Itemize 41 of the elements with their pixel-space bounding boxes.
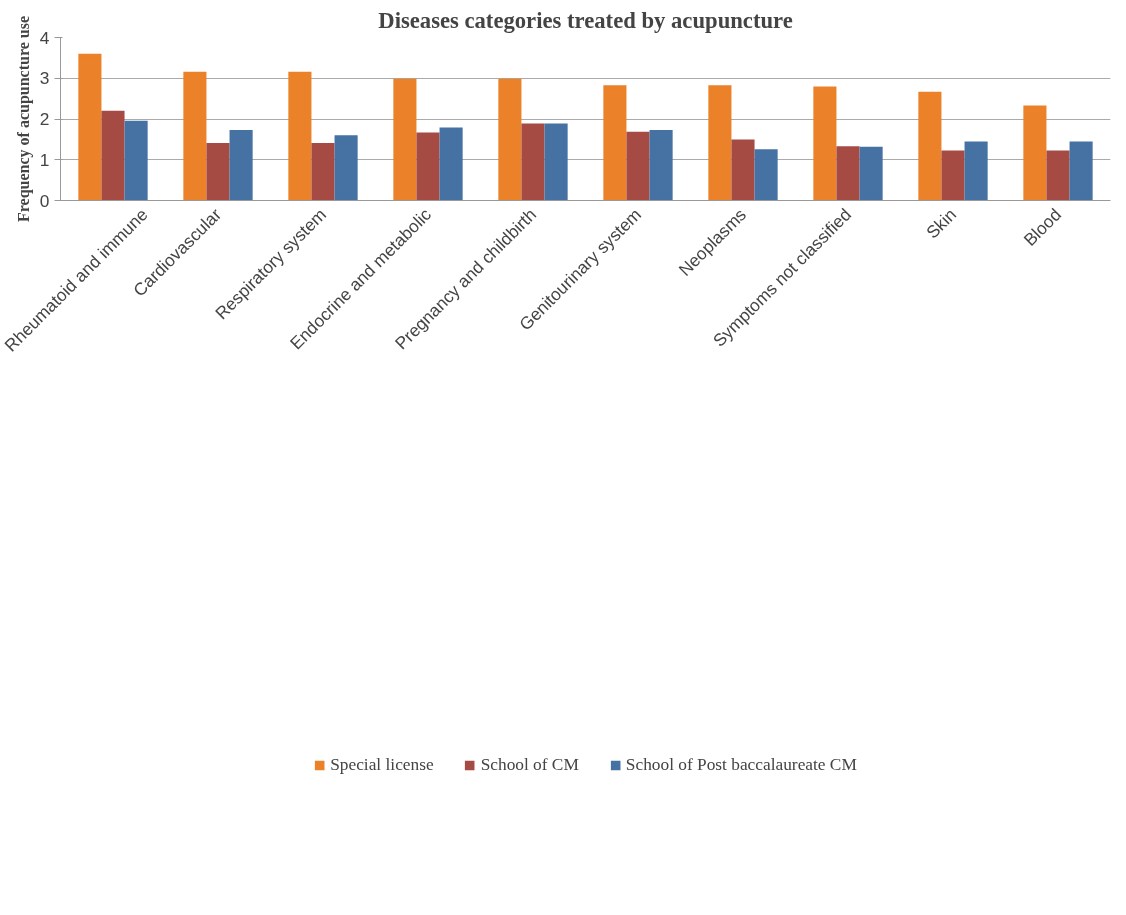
y-tick-label: 3 bbox=[39, 68, 50, 89]
bar bbox=[498, 78, 522, 201]
bar bbox=[754, 149, 778, 201]
bar bbox=[439, 127, 463, 201]
bar bbox=[603, 85, 627, 201]
bar bbox=[859, 146, 883, 201]
bar bbox=[229, 130, 253, 201]
bar bbox=[288, 71, 312, 201]
y-tick-label: 2 bbox=[39, 109, 50, 129]
bar bbox=[964, 141, 988, 201]
bar bbox=[1023, 105, 1047, 201]
bar bbox=[708, 85, 732, 201]
bar bbox=[1046, 150, 1070, 201]
bar bbox=[731, 139, 755, 201]
bar bbox=[183, 71, 207, 201]
bar bbox=[544, 123, 568, 201]
bar bbox=[416, 132, 440, 201]
bar bbox=[1069, 141, 1093, 201]
bar bbox=[311, 143, 335, 201]
y-tick-label: 1 bbox=[39, 149, 50, 170]
bar bbox=[334, 135, 358, 201]
bar bbox=[78, 53, 102, 201]
bar bbox=[521, 123, 545, 201]
y-axis-title: Frequency of acupuncture use bbox=[14, 15, 33, 223]
chart-title: Diseases categories treated by acupuncture bbox=[378, 7, 793, 33]
bar bbox=[124, 120, 148, 201]
bar bbox=[101, 110, 125, 201]
bar bbox=[918, 91, 942, 201]
bar bbox=[836, 146, 860, 201]
bar bbox=[626, 131, 650, 201]
y-tick-label: 0 bbox=[39, 190, 50, 211]
y-tick-label: 4 bbox=[39, 27, 50, 48]
legend-label: Special license bbox=[330, 755, 434, 775]
bar bbox=[206, 143, 230, 201]
bar bbox=[393, 78, 417, 201]
bar bbox=[813, 86, 837, 201]
bar bbox=[649, 130, 673, 201]
legend-label: School of Post baccalaureate CM bbox=[625, 755, 857, 775]
bar bbox=[941, 150, 965, 201]
legend-label: School of CM bbox=[480, 755, 579, 775]
x-tick-label: Skin bbox=[922, 204, 961, 243]
